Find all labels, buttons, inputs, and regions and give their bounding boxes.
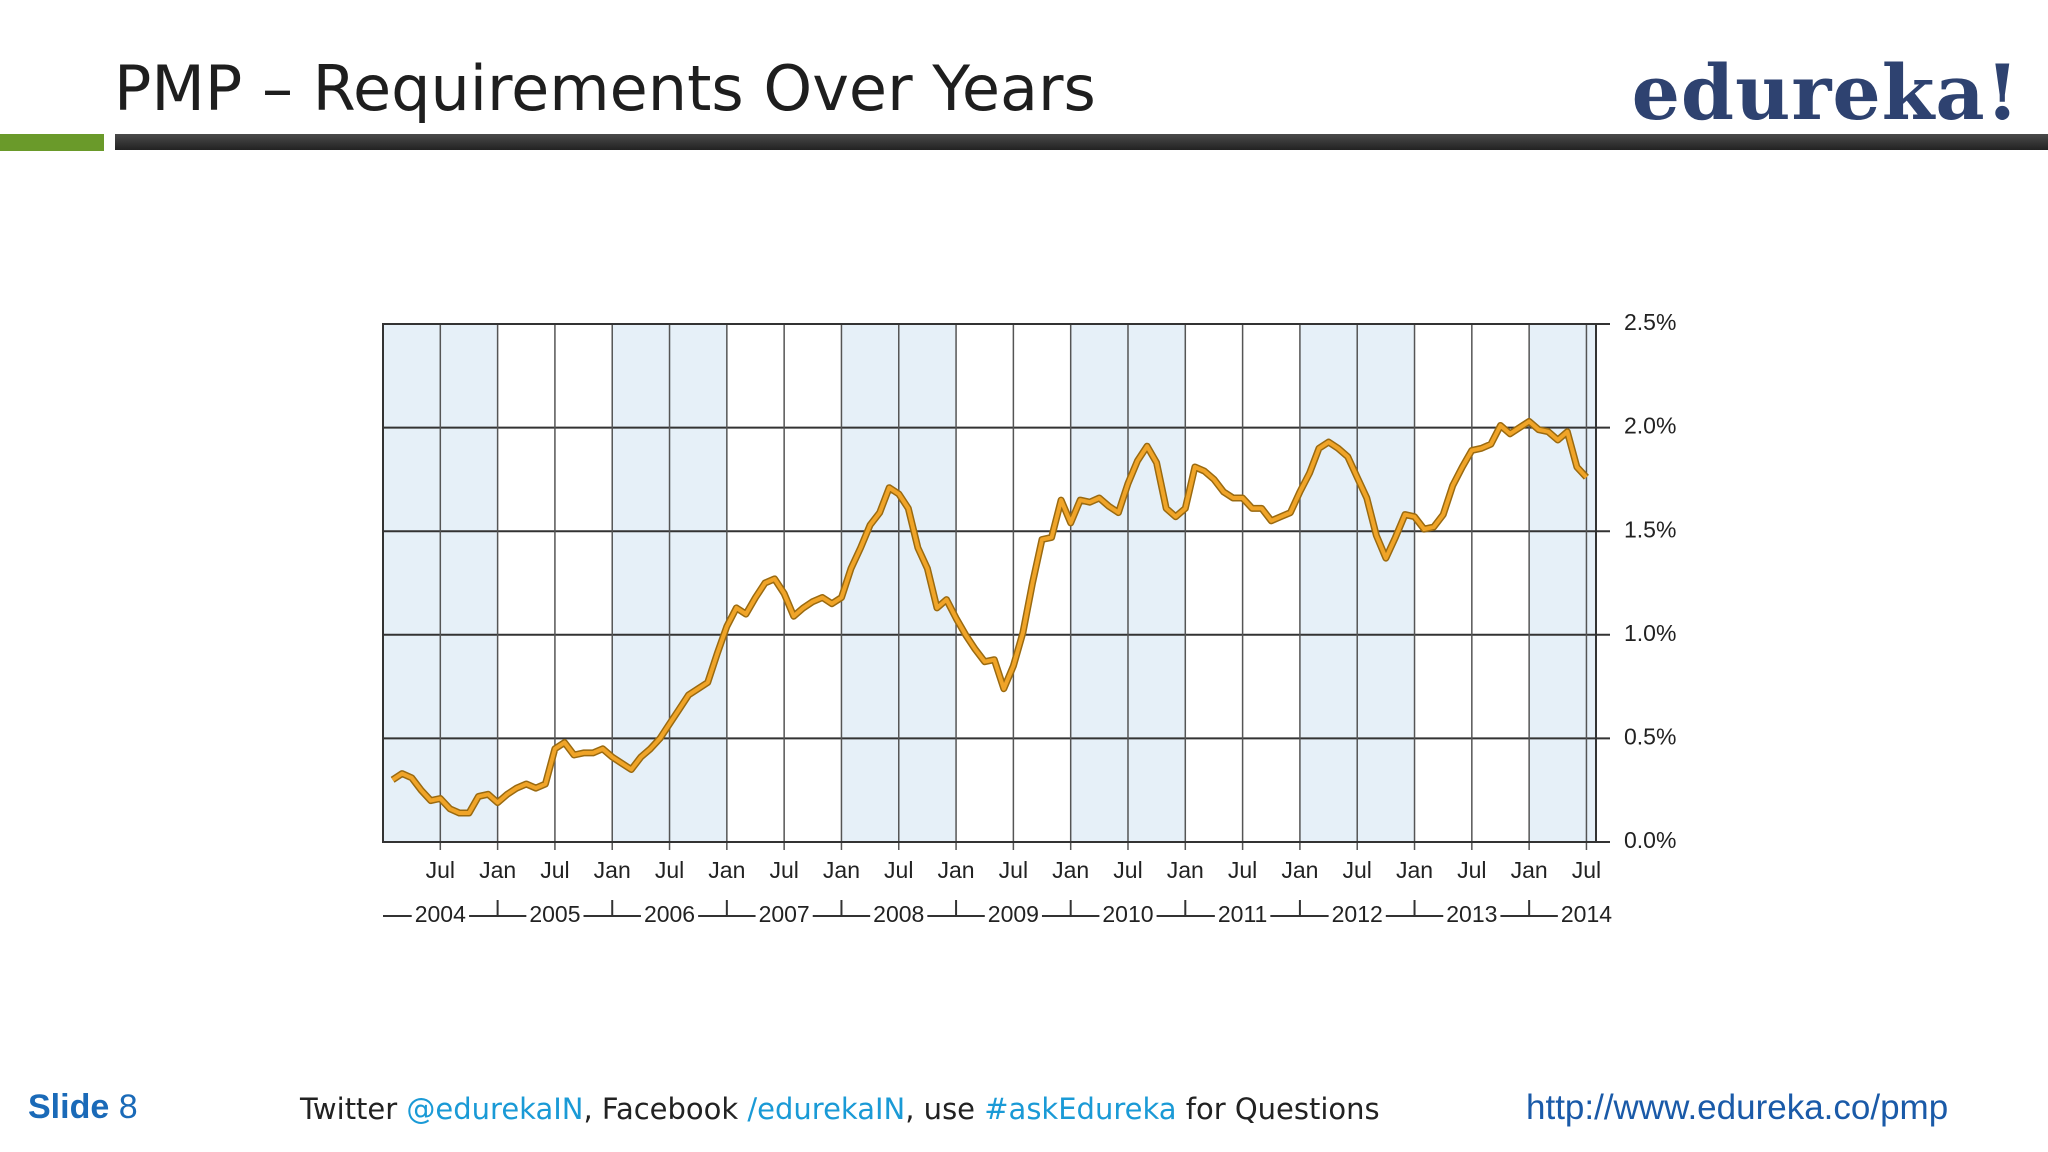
year-label: 2011 (1218, 901, 1267, 927)
x-tick-label: Jul (1457, 857, 1486, 883)
logo: edureka! (1631, 48, 2020, 137)
year-label: 2013 (1446, 901, 1497, 927)
x-tick-label: Jul (769, 857, 798, 883)
x-tick-label: Jan (1167, 857, 1204, 883)
x-tick-label: Jul (655, 857, 684, 883)
year-label: 2007 (759, 901, 810, 927)
y-tick-label: 2.0% (1624, 413, 1676, 439)
line (391, 419, 1588, 815)
x-tick-label: Jan (1281, 857, 1318, 883)
y-tick-label: 0.0% (1624, 827, 1676, 853)
year-label-bg (640, 906, 699, 926)
facebook-handle[interactable]: /edurekaIN (747, 1092, 906, 1126)
x-tick-label: Jul (999, 857, 1028, 883)
year-label: 2014 (1561, 901, 1612, 927)
footer-text: Twitter (300, 1092, 407, 1126)
x-tick-label: Jan (1052, 857, 1089, 883)
accent-bar (0, 134, 104, 151)
x-tick-label: Jul (1228, 857, 1257, 883)
slide-title: PMP – Requirements Over Years (114, 52, 1096, 125)
x-tick-label: Jul (1572, 857, 1601, 883)
year-label: 2009 (988, 901, 1039, 927)
twitter-handle[interactable]: @edurekaIN (406, 1092, 584, 1126)
footer-url[interactable]: http://www.edureka.co/pmp (1526, 1088, 1949, 1127)
footer-text: for Questions (1176, 1092, 1380, 1126)
year-label: 2005 (529, 901, 580, 927)
x-tick-label: Jul (1343, 857, 1372, 883)
year-label-bg (411, 906, 470, 926)
year-label: 2008 (873, 901, 924, 927)
year-label-bg (1328, 906, 1386, 926)
x-tick-label: Jan (594, 857, 631, 883)
slide-num: 8 (118, 1088, 138, 1126)
year-label-bg (870, 906, 928, 926)
year-label: 2006 (644, 901, 695, 927)
year-label-bg (1214, 906, 1271, 926)
x-tick-label: Jan (1396, 857, 1433, 883)
y-tick-label: 0.5% (1624, 723, 1676, 749)
x-tick-label: Jan (1511, 857, 1548, 883)
social-footer: Twitter @edurekaIN, Facebook /edurekaIN,… (300, 1092, 1380, 1126)
header-bar (115, 134, 2048, 150)
x-tick-label: Jan (708, 857, 745, 883)
year-band (1529, 324, 1596, 842)
slide-label: Slide (28, 1088, 110, 1126)
slide-number: Slide 8 (28, 1088, 138, 1127)
year-label-bg (1099, 906, 1157, 926)
hashtag[interactable]: #askEdureka (984, 1092, 1177, 1126)
plot-frame (382, 323, 1597, 843)
x-tick-label: Jan (938, 857, 975, 883)
x-tick-label: Jul (1113, 857, 1142, 883)
y-tick-label: 1.5% (1624, 516, 1676, 542)
footer-text: , Facebook (583, 1092, 748, 1126)
year-label-bg (526, 906, 584, 926)
year-label-bg (1443, 906, 1501, 926)
x-tick-label: Jul (884, 857, 913, 883)
year-label: 2012 (1332, 901, 1383, 927)
x-tick-label: Jan (479, 857, 516, 883)
x-tick-label: Jul (540, 857, 569, 883)
x-tick-label: Jan (823, 857, 860, 883)
year-label-bg (1557, 906, 1616, 926)
y-tick-label: 2.5% (1624, 309, 1676, 335)
year-label: 2004 (415, 901, 466, 927)
footer-text: , use (905, 1092, 985, 1126)
y-tick-label: 1.0% (1624, 620, 1676, 646)
year-label: 2010 (1102, 901, 1153, 927)
x-tick-label: Jul (426, 857, 455, 883)
year-label-bg (755, 906, 813, 926)
year-label-bg (984, 906, 1042, 926)
